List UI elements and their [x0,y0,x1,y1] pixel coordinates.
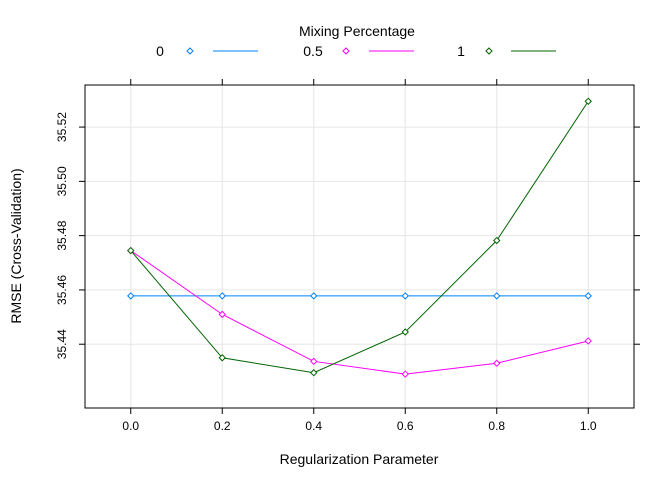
legend-entry-0: 0 [156,43,258,59]
data-point-0-5 [584,292,592,300]
series-layer [127,97,592,378]
data-point-2-5 [584,97,592,105]
legend-label-0: 0 [156,43,164,59]
series-line-2 [130,101,589,374]
legend-title: Mixing Percentage [299,23,415,39]
y-tick-label-0: 35.44 [55,329,69,359]
data-point-0-4 [493,292,501,300]
legend-label-2: 1 [457,43,465,59]
data-point-0-0 [127,292,135,300]
legend-entry-1: 0.5 [303,43,414,59]
series-1 [127,246,592,378]
data-point-2-0 [127,246,135,255]
x-axis: 0.0 0.2 0.4 0.6 0.8 1.0 [122,79,597,433]
y-axis: 35.44 35.46 35.48 35.50 35.52 [55,112,640,359]
data-point-1-5 [584,337,592,345]
plot-frame [84,84,635,409]
legend-entry-2: 1 [457,43,556,59]
legend-marker-1 [342,47,350,55]
data-point-1-3 [401,370,409,378]
data-point-1-1 [218,310,226,319]
grid [85,85,634,408]
x-axis-label: Regularization Parameter [280,451,439,467]
data-point-0-2 [310,292,318,300]
data-point-1-4 [493,359,501,367]
legend-marker-0 [186,47,194,55]
x-tick-label-0: 0.0 [122,419,139,433]
series-2 [127,97,592,377]
data-point-0-1 [218,292,226,300]
x-tick-label-2: 0.4 [305,419,322,433]
data-point-2-4 [493,236,501,245]
data-point-1-2 [310,357,318,366]
y-tick-label-1: 35.46 [55,275,69,305]
x-tick-label-3: 0.6 [397,419,414,433]
x-tick-label-4: 0.8 [488,419,505,433]
series-line-1 [130,250,589,375]
x-tick-label-1: 0.2 [214,419,231,433]
y-tick-label-4: 35.52 [55,112,69,142]
data-point-2-1 [218,354,226,362]
legend-label-1: 0.5 [303,43,323,59]
y-axis-label: RMSE (Cross-Validation) [8,168,24,323]
y-tick-label-2: 35.48 [55,220,69,250]
legend-marker-2 [485,47,493,55]
x-tick-label-5: 1.0 [580,419,597,433]
series-0 [127,292,592,300]
y-tick-label-3: 35.50 [55,166,69,196]
legend: Mixing Percentage 0 0.5 1 [156,23,556,59]
data-point-0-3 [401,292,409,300]
data-point-2-2 [310,369,318,377]
data-point-2-3 [401,328,409,336]
